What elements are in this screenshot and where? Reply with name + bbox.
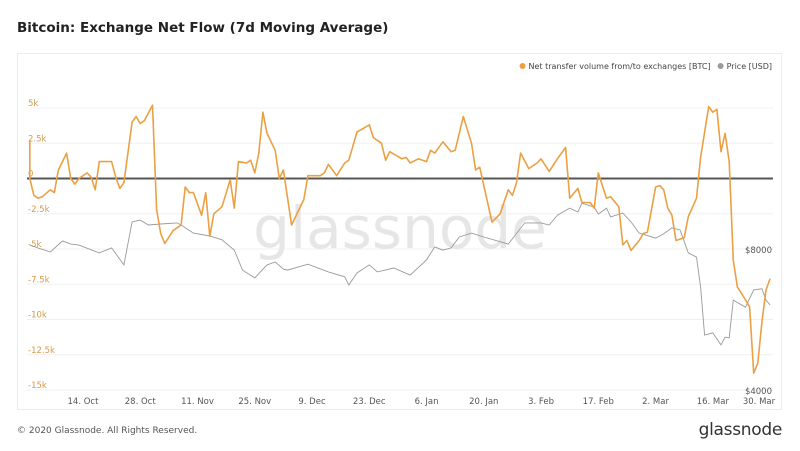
x-tick-label: 17. Feb <box>583 397 614 407</box>
y-right-tick-label: $4000 <box>745 387 772 397</box>
series-lines <box>27 104 773 374</box>
x-tick-label: 16. Mar <box>697 397 730 407</box>
x-tick-label: 30. Mar <box>743 397 776 407</box>
copyright: © 2020 Glassnode. All Rights Reserved. <box>17 426 198 436</box>
x-tick-label: 3. Feb <box>528 397 554 407</box>
x-tick-label: 14. Oct <box>68 397 100 407</box>
x-tick-label: 11. Nov <box>181 397 214 407</box>
y-tick-label: -10k <box>28 311 47 321</box>
y-tick-label: 0 <box>28 170 33 180</box>
x-tick-label: 2. Mar <box>642 397 669 407</box>
chart-frame <box>17 53 782 410</box>
x-tick-label: 25. Nov <box>238 397 271 407</box>
x-tick-label: 20. Jan <box>469 397 498 407</box>
y-tick-label: -7.5k <box>28 275 50 285</box>
x-axis: 14. Oct 28. Oct 11. Nov 25. Nov 9. Dec 23. De… <box>68 397 776 407</box>
legend-item-net-flow[interactable]: Net transfer volume from/to exchanges [B… <box>529 62 711 71</box>
y-right-tick-label: $8000 <box>745 246 772 256</box>
x-tick-label: 6. Jan <box>415 397 439 407</box>
legend[interactable]: Net transfer volume from/to exchanges [B… <box>519 62 772 71</box>
y-tick-label: -2.5k <box>28 205 50 215</box>
y-tick-label: 2.5k <box>28 134 47 144</box>
y-tick-label: -15k <box>28 381 47 391</box>
x-tick-label: 9. Dec <box>298 397 326 407</box>
net-flow-line <box>28 104 771 374</box>
glassnode-logo: glassnode <box>698 420 783 440</box>
y-tick-label: 5k <box>28 99 38 109</box>
y-tick-label: -12.5k <box>28 346 55 356</box>
legend-marker-net-flow <box>519 63 526 69</box>
legend-item-price[interactable]: Price [USD] <box>727 62 772 71</box>
legend-marker-price <box>717 63 724 69</box>
y-tick-label: -5k <box>28 240 41 250</box>
y-axis-left: 5k 2.5k 0 -2.5k -5k -7.5k -10k -12.5k -15k <box>28 99 55 391</box>
page-title: Bitcoin: Exchange Net Flow (7d Moving Av… <box>17 20 389 36</box>
x-tick-label: 28. Oct <box>125 397 157 407</box>
x-tick-label: 23. Dec <box>353 397 386 407</box>
watermark: glassnode <box>253 194 547 262</box>
price-line <box>29 202 771 346</box>
y-axis-right: $8000 $4000 <box>745 246 772 397</box>
